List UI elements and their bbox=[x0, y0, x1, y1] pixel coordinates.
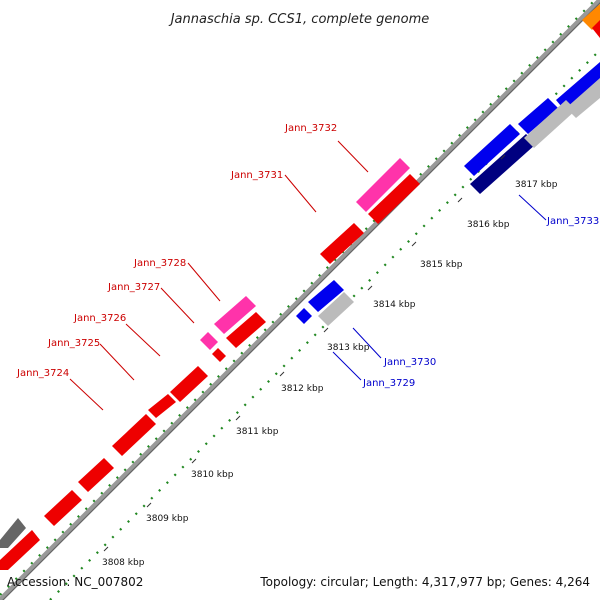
gene-rev-3[interactable] bbox=[556, 62, 600, 112]
gene-dark[interactable] bbox=[0, 518, 26, 548]
gene-unknown-1[interactable] bbox=[524, 100, 576, 148]
label-jann-3725: Jann_3725 bbox=[47, 338, 100, 349]
label-jann-3728: Jann_3728 bbox=[133, 258, 186, 269]
gene-jann-3733[interactable] bbox=[470, 134, 536, 194]
tick-label-3811: 3811 kbp bbox=[236, 427, 279, 437]
tick-label-3816: 3816 kbp bbox=[467, 220, 510, 230]
label-jann-3726: Jann_3726 bbox=[73, 313, 126, 324]
map-title: Jannaschia sp. CCS1, complete genome bbox=[168, 12, 430, 27]
gene-fwd-b[interactable] bbox=[78, 458, 114, 492]
reverse-genes bbox=[296, 62, 600, 326]
gene-jann-3726[interactable] bbox=[226, 312, 266, 348]
label-jann-3727: Jann_3727 bbox=[107, 282, 160, 293]
gene-jann-3729[interactable] bbox=[318, 292, 354, 326]
gene-jann-3730-fwd[interactable] bbox=[320, 223, 364, 264]
tick-label-3813: 3813 kbp bbox=[327, 343, 370, 353]
callout-lines bbox=[69, 140, 547, 411]
gene-jann-3729-small[interactable] bbox=[296, 308, 312, 324]
tick-label-3812: 3812 kbp bbox=[281, 384, 324, 394]
gene-jann-3732[interactable] bbox=[356, 158, 410, 212]
tick-marks bbox=[103, 154, 506, 552]
label-jann-3731: Jann_3731 bbox=[230, 170, 283, 181]
label-jann-3724: Jann_3724 bbox=[16, 368, 69, 379]
tick-label-3808: 3808 kbp bbox=[102, 558, 145, 568]
gene-jann-3725[interactable] bbox=[170, 366, 208, 402]
tick-label-3809: 3809 kbp bbox=[146, 514, 189, 524]
gene-jann-3724[interactable] bbox=[148, 394, 176, 418]
gene-unknown-2[interactable] bbox=[566, 78, 600, 118]
gene-rev-1[interactable] bbox=[464, 124, 520, 176]
tick-label-3814: 3814 kbp bbox=[373, 300, 416, 310]
gene-fwd-a[interactable] bbox=[112, 414, 156, 456]
label-jann-3730: Jann_3730 bbox=[383, 357, 436, 368]
gene-jann-3725-small[interactable] bbox=[212, 348, 226, 362]
tick-label-3815: 3815 kbp bbox=[420, 260, 463, 270]
gene-fwd-c[interactable] bbox=[44, 490, 82, 526]
gene-fwd-top[interactable] bbox=[592, 20, 600, 38]
gene-orange[interactable] bbox=[582, 4, 600, 30]
gene-jann-3730[interactable] bbox=[308, 280, 344, 312]
gene-jann-3727[interactable] bbox=[200, 332, 218, 350]
gene-rev-2[interactable] bbox=[518, 98, 558, 134]
accession-text: Accession: NC_007802 bbox=[7, 575, 143, 589]
topology-summary: Topology: circular; Length: 4,317,977 bp… bbox=[259, 575, 590, 589]
label-jann-3729: Jann_3729 bbox=[362, 378, 415, 389]
label-jann-3733: Jann_3733 bbox=[546, 216, 599, 227]
gene-jann-3731[interactable] bbox=[368, 174, 420, 224]
gene-fwd-d[interactable] bbox=[0, 530, 40, 570]
gene-jann-3728[interactable] bbox=[214, 296, 256, 334]
tick-label-3810: 3810 kbp bbox=[191, 470, 234, 480]
forward-genes bbox=[0, 4, 600, 570]
label-jann-3732: Jann_3732 bbox=[284, 123, 337, 134]
tick-label-3817: 3817 kbp bbox=[515, 180, 558, 190]
